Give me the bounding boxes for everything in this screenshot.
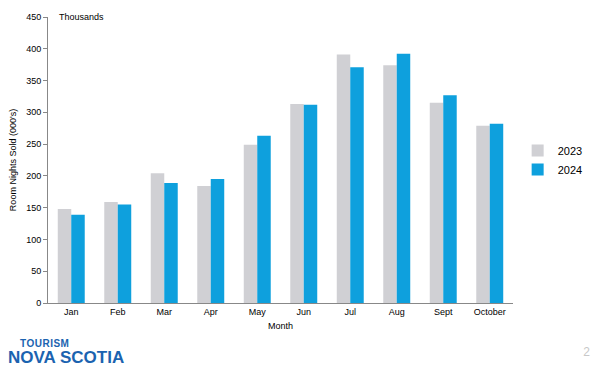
svg-text:300: 300 [26,107,41,117]
svg-text:Month: Month [268,321,293,331]
svg-text:Apr: Apr [204,307,218,317]
svg-text:Jul: Jul [344,307,356,317]
svg-text:450: 450 [26,12,41,22]
svg-text:200: 200 [26,171,41,181]
svg-text:0: 0 [36,298,41,308]
svg-text:Room Nights Sold (000's): Room Nights Sold (000's) [8,109,18,211]
svg-text:400: 400 [26,44,41,54]
svg-text:Jan: Jan [64,307,79,317]
svg-text:50: 50 [31,266,41,276]
html-text:2: 2 [583,345,590,359]
svg-text:150: 150 [26,203,41,213]
svg-text:100: 100 [26,235,41,245]
svg-text:350: 350 [26,76,41,86]
html-text:TOURISM: TOURISM [20,338,70,349]
html-text:NOVA SCOTIA: NOVA SCOTIA [8,348,125,367]
svg-text:Aug: Aug [389,307,405,317]
svg-text:Sept: Sept [434,307,453,317]
svg-text:250: 250 [26,139,41,149]
svg-text:Thousands: Thousands [59,12,104,22]
svg-text:October: October [474,307,506,317]
svg-text:Mar: Mar [157,307,173,317]
svg-text:May: May [249,307,267,317]
svg-text:2023: 2023 [558,145,582,157]
svg-text:Jun: Jun [296,307,311,317]
svg-text:2024: 2024 [558,164,582,176]
svg-text:Feb: Feb [110,307,126,317]
